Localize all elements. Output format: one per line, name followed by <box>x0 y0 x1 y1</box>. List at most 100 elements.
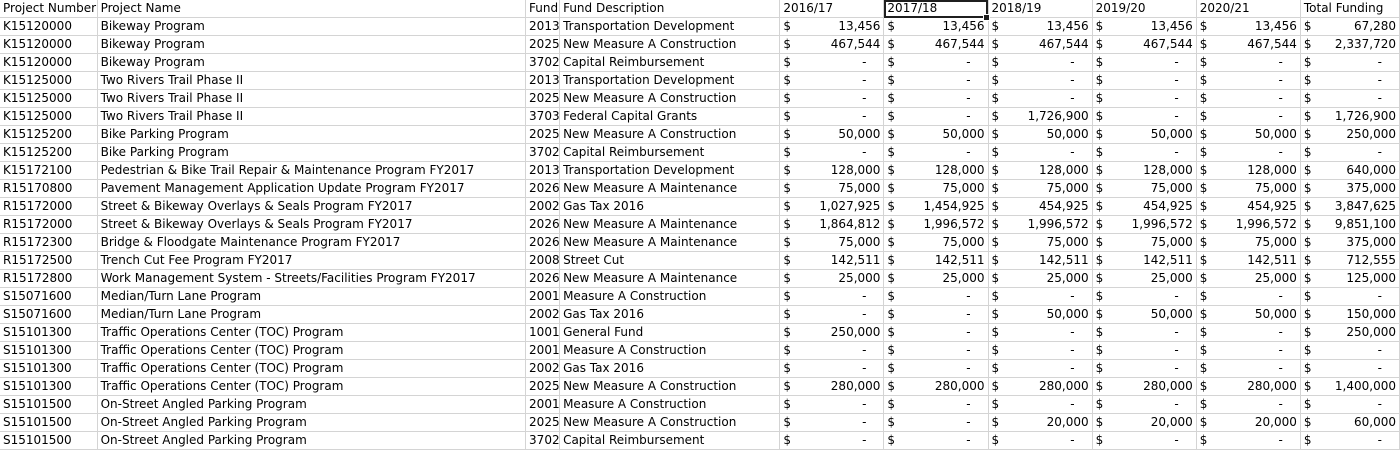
cell-total-funding[interactable]: $ - <box>1300 395 1400 415</box>
cell-2020-21[interactable]: $128,000 <box>1196 161 1301 181</box>
cell-total-funding[interactable]: $712,555 <box>1300 251 1400 271</box>
cell-2018-19[interactable]: $13,456 <box>988 17 1093 37</box>
cell-2020-21[interactable]: $13,456 <box>1196 17 1301 37</box>
cell-total-funding[interactable]: $1,400,000 <box>1300 377 1400 397</box>
header-2016-17[interactable]: 2016/17 <box>779 0 885 19</box>
cell-2020-21[interactable]: $142,511 <box>1196 251 1301 271</box>
cell-project-name[interactable]: Traffic Operations Center (TOC) Program <box>97 359 527 379</box>
cell-2016-17[interactable]: $ - <box>779 143 885 163</box>
cell-2016-17[interactable]: $ - <box>779 89 885 109</box>
cell-total-funding[interactable]: $ - <box>1300 341 1400 361</box>
cell-fund-description[interactable]: New Measure A Construction <box>559 413 781 433</box>
cell-2016-17[interactable]: $1,864,812 <box>779 215 885 235</box>
cell-project-name[interactable]: Median/Turn Lane Program <box>97 287 527 307</box>
cell-total-funding[interactable]: $ - <box>1300 359 1400 379</box>
cell-fund-description[interactable]: Street Cut <box>559 251 781 271</box>
cell-2019-20[interactable]: $ - <box>1092 395 1197 415</box>
cell-2018-19[interactable]: $454,925 <box>988 197 1093 217</box>
cell-project-number[interactable]: S15101300 <box>0 341 98 361</box>
cell-2016-17[interactable]: $ - <box>779 53 885 73</box>
cell-fund[interactable]: 1001 <box>525 323 561 343</box>
cell-project-name[interactable]: On-Street Angled Parking Program <box>97 395 527 415</box>
cell-2019-20[interactable]: $ - <box>1092 431 1197 450</box>
cell-total-funding[interactable]: $375,000 <box>1300 233 1400 253</box>
cell-2020-21[interactable]: $ - <box>1196 341 1301 361</box>
cell-2019-20[interactable]: $454,925 <box>1092 197 1197 217</box>
cell-fund-description[interactable]: New Measure A Maintenance <box>559 179 781 199</box>
cell-2019-20[interactable]: $467,544 <box>1092 35 1197 55</box>
cell-fund[interactable]: 2026 <box>525 179 561 199</box>
cell-fund-description[interactable]: New Measure A Construction <box>559 35 781 55</box>
cell-project-name[interactable]: Traffic Operations Center (TOC) Program <box>97 377 527 397</box>
cell-2020-21[interactable]: $1,996,572 <box>1196 215 1301 235</box>
cell-2020-21[interactable]: $ - <box>1196 431 1301 450</box>
cell-project-number[interactable]: S15101500 <box>0 431 98 450</box>
cell-2020-21[interactable]: $ - <box>1196 395 1301 415</box>
cell-2020-21[interactable]: $ - <box>1196 53 1301 73</box>
cell-2020-21[interactable]: $454,925 <box>1196 197 1301 217</box>
cell-2016-17[interactable]: $ - <box>779 359 885 379</box>
cell-2017-18[interactable]: $ - <box>883 287 989 307</box>
cell-project-name[interactable]: Pavement Management Application Update P… <box>97 179 527 199</box>
cell-fund-description[interactable]: Transportation Development <box>559 161 781 181</box>
cell-2020-21[interactable]: $ - <box>1196 71 1301 91</box>
cell-2016-17[interactable]: $ - <box>779 287 885 307</box>
cell-2018-19[interactable]: $467,544 <box>988 35 1093 55</box>
cell-fund[interactable]: 2008 <box>525 251 561 271</box>
cell-2020-21[interactable]: $ - <box>1196 323 1301 343</box>
cell-project-number[interactable]: K15125000 <box>0 89 98 109</box>
cell-fund[interactable]: 2026 <box>525 215 561 235</box>
cell-2020-21[interactable]: $20,000 <box>1196 413 1301 433</box>
cell-project-name[interactable]: On-Street Angled Parking Program <box>97 413 527 433</box>
cell-2017-18[interactable]: $75,000 <box>883 233 989 253</box>
cell-2020-21[interactable]: $50,000 <box>1196 125 1301 145</box>
fill-handle[interactable] <box>983 14 990 21</box>
cell-2020-21[interactable]: $280,000 <box>1196 377 1301 397</box>
cell-total-funding[interactable]: $ - <box>1300 89 1400 109</box>
cell-project-name[interactable]: Street & Bikeway Overlays & Seals Progra… <box>97 197 527 217</box>
cell-project-name[interactable]: Median/Turn Lane Program <box>97 305 527 325</box>
cell-2017-18[interactable]: $ - <box>883 143 989 163</box>
cell-project-number[interactable]: K15125000 <box>0 107 98 127</box>
cell-total-funding[interactable]: $9,851,100 <box>1300 215 1400 235</box>
cell-2019-20[interactable]: $1,996,572 <box>1092 215 1197 235</box>
cell-2017-18[interactable]: $ - <box>883 305 989 325</box>
cell-project-name[interactable]: Bridge & Floodgate Maintenance Program F… <box>97 233 527 253</box>
cell-2017-18[interactable]: $128,000 <box>883 161 989 181</box>
cell-fund[interactable]: 3702 <box>525 53 561 73</box>
cell-project-name[interactable]: Bike Parking Program <box>97 143 527 163</box>
cell-total-funding[interactable]: $125,000 <box>1300 269 1400 289</box>
cell-2016-17[interactable]: $128,000 <box>779 161 885 181</box>
cell-project-name[interactable]: Traffic Operations Center (TOC) Program <box>97 323 527 343</box>
cell-2016-17[interactable]: $142,511 <box>779 251 885 271</box>
cell-project-name[interactable]: Street & Bikeway Overlays & Seals Progra… <box>97 215 527 235</box>
cell-project-number[interactable]: S15101300 <box>0 359 98 379</box>
cell-fund-description[interactable]: New Measure A Construction <box>559 125 781 145</box>
cell-fund-description[interactable]: New Measure A Maintenance <box>559 233 781 253</box>
cell-project-name[interactable]: Work Management System - Streets/Facilit… <box>97 269 527 289</box>
cell-project-number[interactable]: S15071600 <box>0 305 98 325</box>
cell-2020-21[interactable]: $ - <box>1196 359 1301 379</box>
cell-2018-19[interactable]: $1,996,572 <box>988 215 1093 235</box>
cell-2017-18[interactable]: $ - <box>883 323 989 343</box>
cell-2016-17[interactable]: $ - <box>779 395 885 415</box>
cell-2018-19[interactable]: $ - <box>988 323 1093 343</box>
cell-2020-21[interactable]: $75,000 <box>1196 233 1301 253</box>
cell-total-funding[interactable]: $ - <box>1300 53 1400 73</box>
cell-project-name[interactable]: Two Rivers Trail Phase II <box>97 71 527 91</box>
cell-2018-19[interactable]: $ - <box>988 341 1093 361</box>
cell-total-funding[interactable]: $250,000 <box>1300 323 1400 343</box>
cell-2019-20[interactable]: $ - <box>1092 143 1197 163</box>
cell-project-name[interactable]: Trench Cut Fee Program FY2017 <box>97 251 527 271</box>
cell-2016-17[interactable]: $250,000 <box>779 323 885 343</box>
cell-project-number[interactable]: K15125200 <box>0 125 98 145</box>
cell-2018-19[interactable]: $50,000 <box>988 125 1093 145</box>
cell-total-funding[interactable]: $ - <box>1300 431 1400 450</box>
cell-2016-17[interactable]: $75,000 <box>779 179 885 199</box>
cell-2018-19[interactable]: $1,726,900 <box>988 107 1093 127</box>
cell-2018-19[interactable]: $ - <box>988 287 1093 307</box>
cell-2019-20[interactable]: $ - <box>1092 341 1197 361</box>
cell-total-funding[interactable]: $67,280 <box>1300 17 1400 37</box>
cell-fund[interactable]: 2002 <box>525 197 561 217</box>
cell-2020-21[interactable]: $ - <box>1196 143 1301 163</box>
